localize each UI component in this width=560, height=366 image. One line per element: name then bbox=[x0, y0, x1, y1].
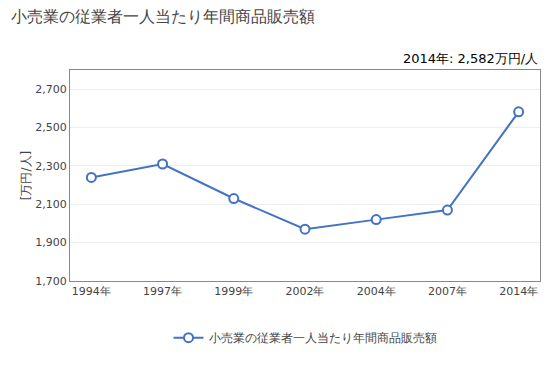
svg-text:2,500: 2,500 bbox=[35, 121, 67, 134]
svg-text:1997年: 1997年 bbox=[143, 285, 182, 298]
svg-text:1999年: 1999年 bbox=[214, 285, 253, 298]
svg-text:2007年: 2007年 bbox=[428, 285, 467, 298]
svg-text:小売業の従業者一人当たり年間商品販売額: 小売業の従業者一人当たり年間商品販売額 bbox=[209, 331, 437, 345]
svg-text:2,300: 2,300 bbox=[35, 160, 67, 173]
svg-text:1,700: 1,700 bbox=[35, 275, 67, 288]
svg-text:1994年: 1994年 bbox=[72, 285, 111, 298]
svg-text:1,900: 1,900 bbox=[35, 236, 67, 249]
svg-text:2004年: 2004年 bbox=[357, 285, 396, 298]
svg-text:2,100: 2,100 bbox=[35, 198, 67, 211]
svg-text:2002年: 2002年 bbox=[286, 285, 325, 298]
svg-text:小売業の従業者一人当たり年間商品販売額: 小売業の従業者一人当たり年間商品販売額 bbox=[11, 7, 315, 26]
svg-text:[万円/人]: [万円/人] bbox=[19, 151, 33, 200]
svg-text:2014年: 2014年 bbox=[499, 285, 538, 298]
svg-text:2014年: 2,582万円/人: 2014年: 2,582万円/人 bbox=[403, 51, 538, 66]
svg-text:2,700: 2,700 bbox=[35, 83, 67, 96]
